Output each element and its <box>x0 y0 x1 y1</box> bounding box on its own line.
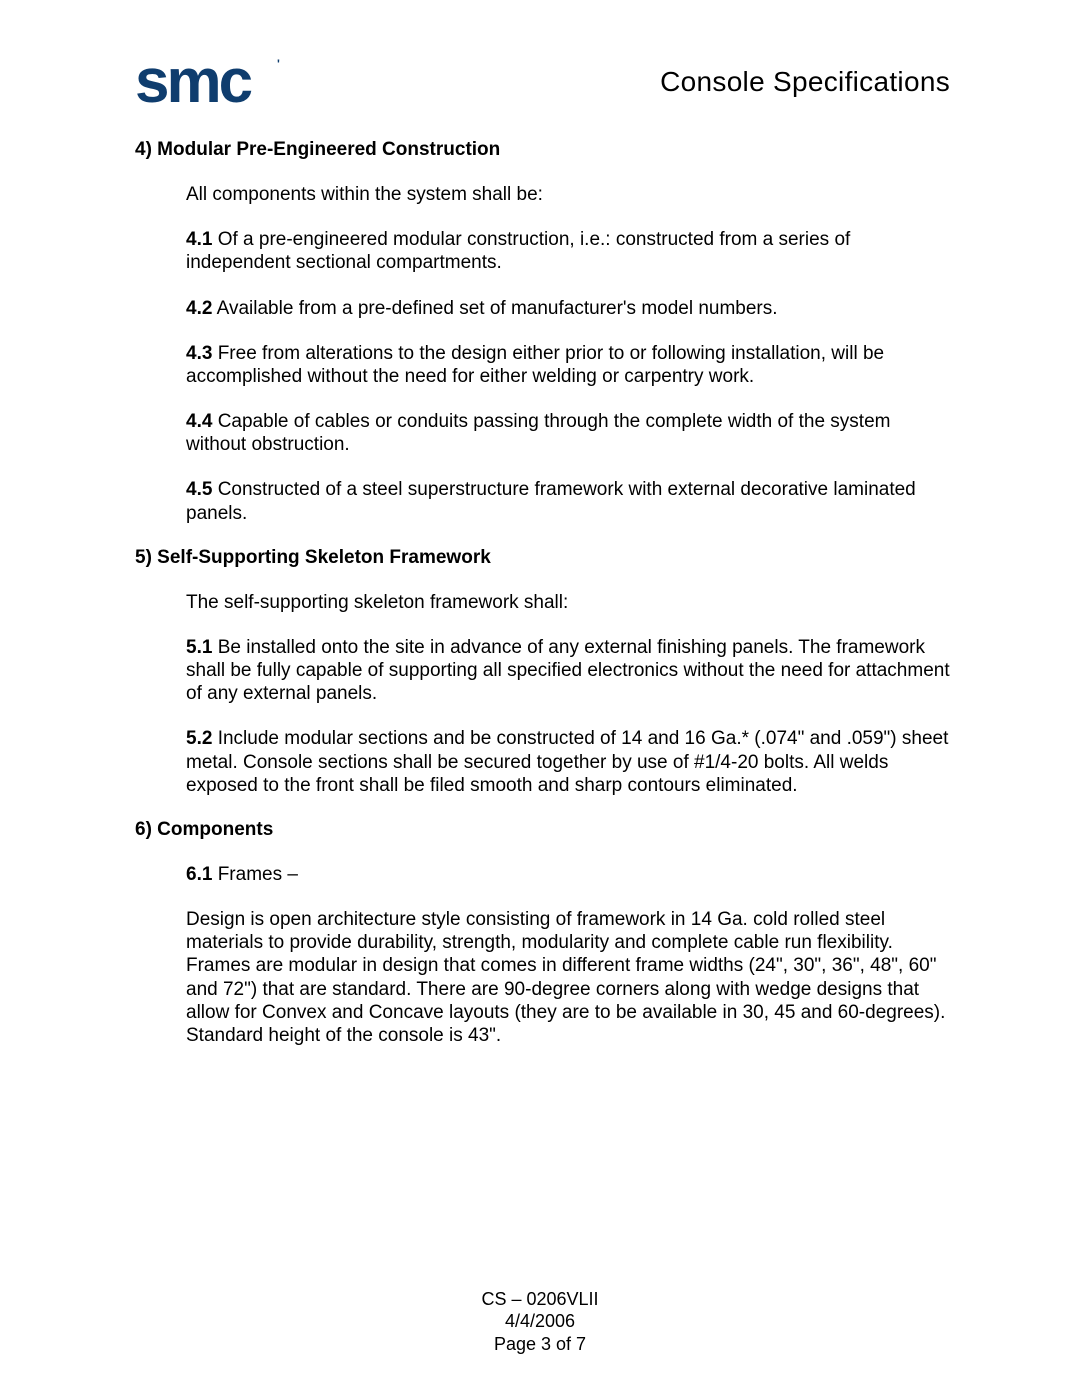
footer-date: 4/4/2006 <box>0 1310 1080 1333</box>
section-6-body: 6.1 Frames – Design is open architecture… <box>186 863 950 1047</box>
item-4-1-num: 4.1 <box>186 229 212 250</box>
item-4-4-num: 4.4 <box>186 411 212 432</box>
item-4-4-text: Capable of cables or conduits passing th… <box>186 411 890 455</box>
page-footer: CS – 0206VLII 4/4/2006 Page 3 of 7 <box>0 1288 1080 1356</box>
item-4-2-text: Available from a pre-defined set of manu… <box>212 298 777 319</box>
section-6-body2: Frames are modular in design that comes … <box>186 954 950 1047</box>
footer-page: Page 3 of 7 <box>0 1333 1080 1356</box>
item-4-2: 4.2 Available from a pre-defined set of … <box>186 297 950 320</box>
item-6-1-num: 6.1 <box>186 864 212 885</box>
item-4-1: 4.1 Of a pre-engineered modular construc… <box>186 228 950 274</box>
item-5-1-num: 5.1 <box>186 637 212 658</box>
item-4-3-text: Free from alterations to the design eith… <box>186 343 884 387</box>
item-4-1-text: Of a pre-engineered modular construction… <box>186 229 850 273</box>
item-4-5-num: 4.5 <box>186 479 212 500</box>
section-5-heading: 5) Self-Supporting Skeleton Framework <box>135 547 950 569</box>
section-6-body1: Design is open architecture style consis… <box>186 908 950 954</box>
item-4-5-text: Constructed of a steel superstructure fr… <box>186 479 916 523</box>
item-5-2: 5.2 Include modular sections and be cons… <box>186 727 950 797</box>
item-5-2-num: 5.2 <box>186 728 212 749</box>
section-5-intro: The self-supporting skeleton framework s… <box>186 591 950 614</box>
page-header: smc ' Console Specifications <box>135 50 950 114</box>
section-4-body: All components within the system shall b… <box>186 183 950 525</box>
document-title: Console Specifications <box>660 66 950 98</box>
item-6-1-text: Frames – <box>212 864 298 885</box>
item-5-2-text: Include modular sections and be construc… <box>186 728 948 795</box>
smc-logo-svg: smc ' <box>135 50 290 114</box>
smc-logo: smc ' <box>135 50 290 114</box>
footer-doc-id: CS – 0206VLII <box>0 1288 1080 1311</box>
item-5-1: 5.1 Be installed onto the site in advanc… <box>186 636 950 706</box>
item-4-4: 4.4 Capable of cables or conduits passin… <box>186 410 950 456</box>
item-4-3: 4.3 Free from alterations to the design … <box>186 342 950 388</box>
item-6-1: 6.1 Frames – <box>186 863 950 886</box>
item-5-1-text: Be installed onto the site in advance of… <box>186 637 950 704</box>
section-4-intro: All components within the system shall b… <box>186 183 950 206</box>
section-4-heading: 4) Modular Pre-Engineered Construction <box>135 139 950 161</box>
section-5-body: The self-supporting skeleton framework s… <box>186 591 950 797</box>
item-4-2-num: 4.2 <box>186 298 212 319</box>
section-6-heading: 6) Components <box>135 819 950 841</box>
svg-text:smc: smc <box>135 50 252 114</box>
svg-text:': ' <box>277 59 280 63</box>
item-4-5: 4.5 Constructed of a steel superstructur… <box>186 478 950 524</box>
item-4-3-num: 4.3 <box>186 343 212 364</box>
